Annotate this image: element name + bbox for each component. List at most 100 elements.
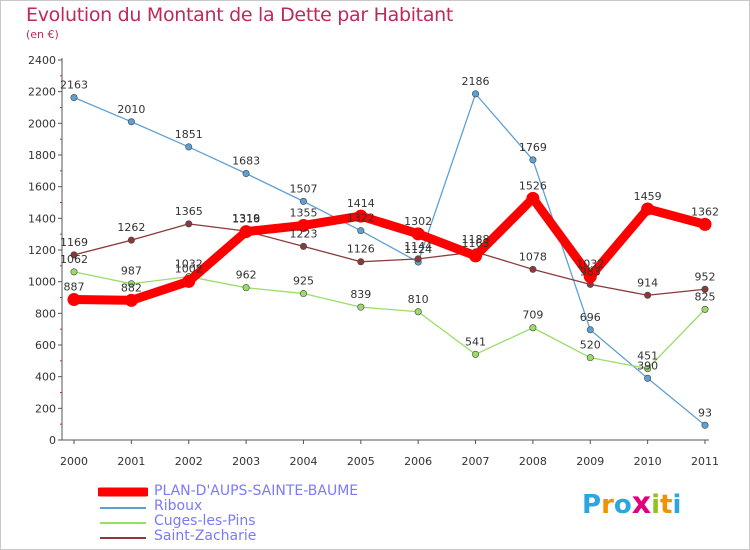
data-label: 1126 (347, 243, 375, 256)
data-point (644, 374, 652, 382)
x-tick-label: 2011 (691, 455, 719, 468)
y-tick-label: 2000 (28, 117, 56, 130)
legend-swatch-plan-daups (98, 487, 148, 497)
x-tick-label: 2002 (175, 455, 203, 468)
data-point (242, 284, 250, 292)
data-point (414, 308, 422, 316)
x-tick-label: 2003 (232, 455, 260, 468)
series-line-3 (73, 223, 706, 296)
data-point (701, 285, 709, 293)
legend-label-plan-daups: PLAN-D'AUPS-SAINTE-BAUME (154, 483, 359, 499)
data-label: 1032 (576, 258, 604, 271)
data-label: 1163 (462, 237, 490, 250)
data-label: 520 (580, 339, 601, 352)
x-tick-label: 2004 (289, 455, 317, 468)
data-point (641, 202, 655, 216)
data-point (529, 156, 537, 164)
data-point (701, 421, 709, 429)
data-point (299, 242, 307, 250)
y-tick-label: 1800 (28, 149, 56, 162)
data-label: 1062 (60, 253, 88, 266)
data-label: 1124 (404, 243, 432, 256)
data-label: 914 (637, 276, 658, 289)
x-tick-label: 2007 (462, 455, 490, 468)
data-label: 390 (637, 359, 658, 372)
data-point (299, 290, 307, 298)
data-point (357, 258, 365, 266)
data-label: 1507 (289, 182, 317, 195)
legend-item-plan-daups[interactable]: PLAN-D'AUPS-SAINTE-BAUME (98, 483, 398, 499)
data-label: 1319 (232, 212, 260, 225)
data-point (299, 197, 307, 205)
series-line-0 (69, 193, 710, 305)
logo-letter: P (582, 490, 602, 520)
data-label: 1169 (60, 236, 88, 249)
series-layer (67, 90, 712, 429)
data-label: 451 (637, 350, 658, 363)
data-label: 1362 (691, 205, 719, 218)
data-label: 2186 (462, 75, 490, 88)
data-label: 1144 (404, 240, 432, 253)
data-label: 1223 (289, 227, 317, 240)
y-tick-label: 2200 (28, 86, 56, 99)
data-point (127, 118, 135, 126)
legend-item-riboux[interactable]: Riboux (98, 498, 398, 514)
data-point (469, 249, 483, 263)
data-label: 1683 (232, 155, 260, 168)
data-label: 1526 (519, 179, 547, 192)
data-point (70, 268, 78, 276)
data-label: 983 (580, 265, 601, 278)
legend-swatch-saint-zacharie (100, 537, 146, 539)
data-point (127, 280, 135, 288)
data-label: 825 (695, 290, 716, 303)
legend-item-cuges[interactable]: Cuges-les-Pins (98, 513, 398, 529)
data-label: 93 (698, 406, 712, 419)
data-label: 1188 (462, 233, 490, 246)
data-label: 709 (522, 309, 543, 322)
data-point (411, 227, 425, 241)
legend-swatch-cuges (100, 522, 146, 524)
data-point (242, 170, 250, 178)
data-label: 1769 (519, 141, 547, 154)
data-label: 1262 (117, 221, 145, 234)
data-label: 1322 (347, 212, 375, 225)
x-tick-label: 2009 (576, 455, 604, 468)
data-point (472, 350, 480, 358)
data-label: 1365 (175, 205, 203, 218)
data-point (354, 209, 368, 223)
data-label: 1078 (519, 250, 547, 263)
axes: 0 200 400 600 800 1000 1200 1400 1600 1800 2000 220… (28, 54, 719, 468)
data-label: 882 (121, 281, 142, 294)
legend-label-cuges: Cuges-les-Pins (154, 513, 256, 529)
logo-letter: i (672, 490, 682, 520)
legend: PLAN-D'AUPS-SAINTE-BAUME Riboux Cuges-le… (98, 483, 398, 544)
data-label: 839 (350, 288, 371, 301)
series-line-2 (73, 271, 706, 370)
data-label: 1851 (175, 128, 203, 141)
data-point (182, 274, 196, 288)
data-label: 696 (580, 311, 601, 324)
legend-item-saint-zacharie[interactable]: Saint-Zacharie (98, 528, 398, 544)
data-label: 1002 (175, 262, 203, 275)
data-point (185, 143, 193, 151)
y-tick-label: 2400 (28, 54, 56, 67)
data-label: 541 (465, 335, 486, 348)
data-label: 1302 (404, 215, 432, 228)
y-tick-label: 0 (49, 434, 56, 447)
legend-label-saint-zacharie: Saint-Zacharie (154, 528, 257, 544)
data-label: 1032 (175, 258, 203, 271)
y-tick-label: 1600 (28, 181, 56, 194)
proxiti-logo: Proxiti (582, 486, 681, 521)
x-tick-label: 2006 (404, 455, 432, 468)
chart-unit: (en €) (26, 28, 59, 41)
data-label: 887 (64, 281, 85, 294)
y-tick-label: 1200 (28, 244, 56, 257)
logo-letter: i (651, 490, 661, 520)
data-point (644, 291, 652, 299)
data-point (185, 220, 193, 228)
data-point (239, 225, 253, 239)
data-point (586, 326, 594, 334)
data-label: 925 (293, 275, 314, 288)
data-point (127, 236, 135, 244)
